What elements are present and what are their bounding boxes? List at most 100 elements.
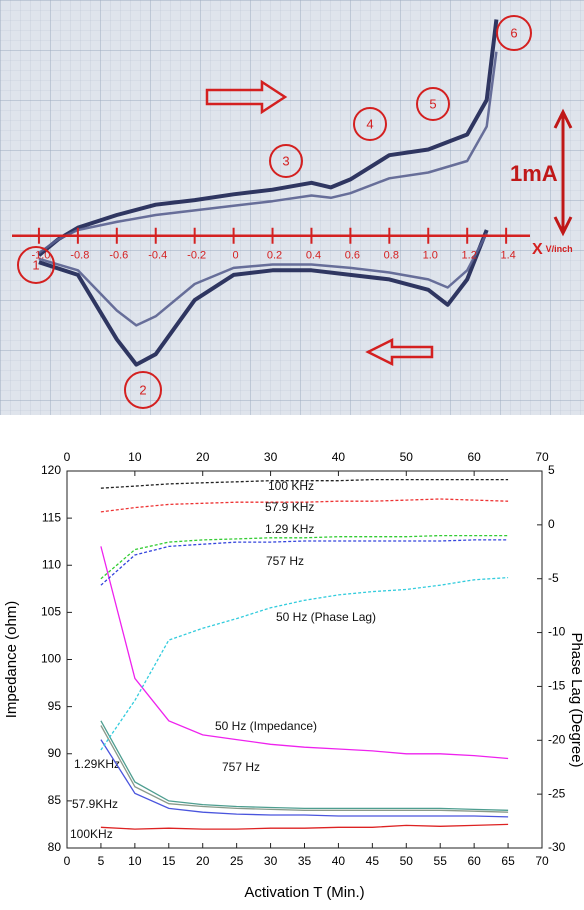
x-axis-title: Activation T (Min.) <box>244 884 364 901</box>
reverse-arrow <box>365 337 434 367</box>
x-unit: V/inch <box>546 244 573 254</box>
y2-tick-label: -20 <box>548 732 566 746</box>
series-line <box>100 725 509 813</box>
cv-curve <box>38 232 488 327</box>
y2-tick-label: -5 <box>548 571 559 585</box>
x-tick-label: 40 <box>332 854 346 868</box>
annotation-label: 4 <box>366 116 373 131</box>
series-line <box>100 739 509 818</box>
x-tick-label: 65 <box>501 854 515 868</box>
series-label: 1.29 KHz <box>265 522 314 536</box>
x-tick-label: 0.4 <box>306 250 321 262</box>
x2-tick-label: 0 <box>64 450 71 464</box>
x-tick-label: 0 <box>64 854 71 868</box>
forward-arrow <box>205 79 288 115</box>
x2-tick-label: 50 <box>400 450 414 464</box>
x2-tick-label: 10 <box>128 450 142 464</box>
series-line <box>100 546 509 760</box>
x-tick-label: -0.6 <box>109 250 128 262</box>
x-tick-label: 35 <box>298 854 312 868</box>
annotation-label: 3 <box>282 153 289 168</box>
series-label: 1.29KHz <box>74 757 120 771</box>
x-tick-label: 1.0 <box>423 250 438 262</box>
series-label: 50 Hz (Impedance) <box>215 719 317 733</box>
x-tick-label: -0.8 <box>70 250 89 262</box>
y2-tick-label: 5 <box>548 463 555 477</box>
series-label: 757 Hz <box>222 760 260 774</box>
x-tick-label: 50 <box>400 854 414 868</box>
y-tick-label: 105 <box>41 605 61 619</box>
annotation-label: 6 <box>510 25 517 40</box>
cv-curve <box>38 51 498 255</box>
x-tick-label: 45 <box>366 854 380 868</box>
y-tick-label: 80 <box>48 840 62 854</box>
y-tick-label: 85 <box>48 793 62 807</box>
scale-arrow <box>553 108 573 237</box>
series-line <box>100 576 509 751</box>
series-label: 757 Hz <box>266 554 304 568</box>
y-tick-label: 110 <box>42 557 61 571</box>
x-tick-label: 0 <box>233 250 239 262</box>
annotation-label: 5 <box>429 96 436 111</box>
y-tick-label: 95 <box>48 699 62 713</box>
x-tick-label: 10 <box>128 854 142 868</box>
y2-tick-label: -25 <box>548 786 566 800</box>
series-label: 50 Hz (Phase Lag) <box>276 610 376 624</box>
x-tick-label: 0.6 <box>345 250 360 262</box>
x-tick-label: 15 <box>162 854 176 868</box>
x-tick-label: 5 <box>98 854 105 868</box>
y-tick-label: 115 <box>42 510 61 524</box>
x2-tick-label: 60 <box>467 450 481 464</box>
x-tick-label: -0.2 <box>187 250 206 262</box>
series-line <box>100 534 509 580</box>
y2-tick-label: -15 <box>548 679 566 693</box>
series-label: 57.9KHz <box>72 797 118 811</box>
series-line <box>100 823 509 830</box>
y-tick-label: 90 <box>48 746 62 760</box>
y-tick-label: 100 <box>41 652 61 666</box>
series-label: 100KHz <box>70 827 113 841</box>
x-tick-label: -0.4 <box>148 250 167 262</box>
x-tick-label: 60 <box>467 854 481 868</box>
annotation-circle <box>353 107 387 141</box>
x-tick-label: 1.4 <box>500 250 515 262</box>
x2-tick-label: 30 <box>264 450 278 464</box>
y2-tick-label: 0 <box>548 517 555 531</box>
x2-tick-label: 20 <box>196 450 210 464</box>
annotation-circle <box>416 87 450 121</box>
series-line <box>100 720 509 811</box>
y-axis-title: Impedance (ohm) <box>3 601 20 719</box>
graph-paper-grid-major <box>0 0 584 415</box>
annotation-label: 1 <box>32 257 39 272</box>
y2-tick-label: -30 <box>548 840 566 854</box>
x2-tick-label: 40 <box>332 450 346 464</box>
annotation-circle <box>269 144 303 178</box>
x-tick-label: 0.2 <box>267 250 282 262</box>
annotation-circle <box>17 246 55 284</box>
y-tick-label: 120 <box>41 463 61 477</box>
x-tick-label: 55 <box>434 854 448 868</box>
series-label: 100 KHz <box>268 479 314 493</box>
y2-tick-label: -10 <box>548 625 566 639</box>
x-tick-label: 70 <box>535 854 549 868</box>
x-tick-label: 30 <box>264 854 278 868</box>
x2-tick-label: 70 <box>535 450 549 464</box>
x-tick-label: 25 <box>230 854 244 868</box>
cv-curve <box>37 19 499 257</box>
series-line <box>100 539 509 586</box>
x-tick-label: 0.8 <box>384 250 399 262</box>
y2-axis-title: Phase Lag (Degree) <box>568 632 584 767</box>
scale-label: 1mA <box>510 161 558 186</box>
x-tick-label: 1.2 <box>462 250 477 262</box>
x-tick-label: -1.0 <box>31 250 50 262</box>
x-tick-label: 20 <box>196 854 210 868</box>
x-label: X <box>532 241 543 258</box>
annotation-circle <box>496 15 532 51</box>
annotation-circle <box>124 371 162 409</box>
series-label: 57.9 KHz <box>265 500 314 514</box>
cv-curve <box>38 229 489 367</box>
x-axis-label: X V/inch <box>532 241 573 258</box>
annotation-label: 2 <box>139 382 146 397</box>
